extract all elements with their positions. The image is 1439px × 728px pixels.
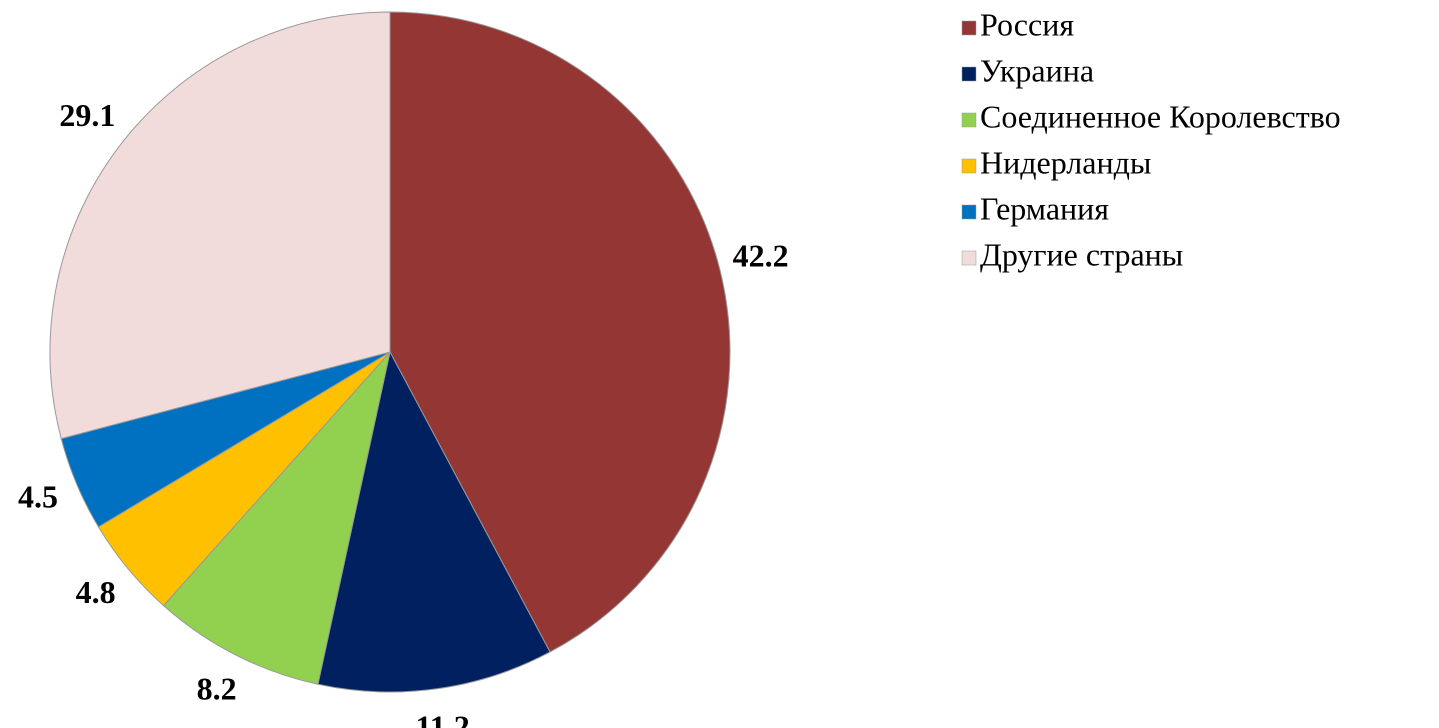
legend-label: Нидерланды [980,144,1151,180]
legend-swatch [961,66,977,82]
legend-swatch [961,20,977,36]
data-label: 4.8 [76,574,116,610]
data-label: 4.5 [18,479,58,515]
legend-swatch [961,250,977,266]
legend-label: Соединенное Королевство [980,98,1341,134]
pie-slice [389,11,731,653]
data-label: 29.1 [59,97,115,133]
legend-label: Украина [980,52,1094,88]
pie-slice [162,350,391,685]
data-label: 42.2 [733,238,789,274]
legend-label: Россия [980,6,1074,42]
legend-label: Германия [980,190,1109,226]
data-label: 8.2 [197,671,237,707]
legend-swatch [961,204,977,220]
pie-slice [317,350,551,693]
legend-swatch [961,158,977,174]
legend-label: Другие страны [980,236,1183,272]
legend-swatch [961,112,977,128]
data-label: 11.2 [416,709,470,728]
pie-slice [49,11,391,440]
